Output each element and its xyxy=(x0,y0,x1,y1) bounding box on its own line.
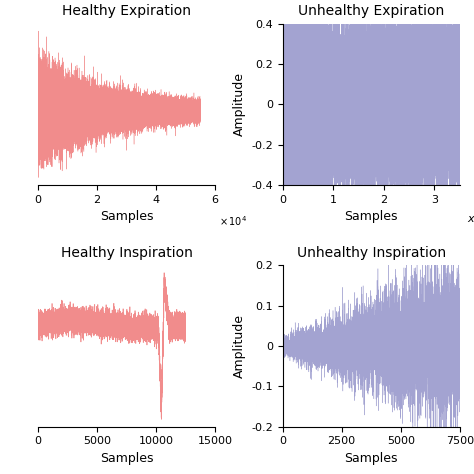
Title: Healthy Expiration: Healthy Expiration xyxy=(62,4,191,18)
Title: Unhealthy Expiration: Unhealthy Expiration xyxy=(298,4,444,18)
Text: $x$: $x$ xyxy=(467,214,474,224)
X-axis label: Samples: Samples xyxy=(100,452,153,465)
Title: Healthy Inspiration: Healthy Inspiration xyxy=(61,246,192,260)
X-axis label: Samples: Samples xyxy=(345,210,398,223)
Text: $\times\,10^4$: $\times\,10^4$ xyxy=(219,214,247,228)
Y-axis label: Amplitude: Amplitude xyxy=(233,314,246,378)
X-axis label: Samples: Samples xyxy=(345,452,398,465)
X-axis label: Samples: Samples xyxy=(100,210,153,223)
Y-axis label: Amplitude: Amplitude xyxy=(233,72,246,137)
Title: Unhealthy Inspiration: Unhealthy Inspiration xyxy=(297,246,446,260)
